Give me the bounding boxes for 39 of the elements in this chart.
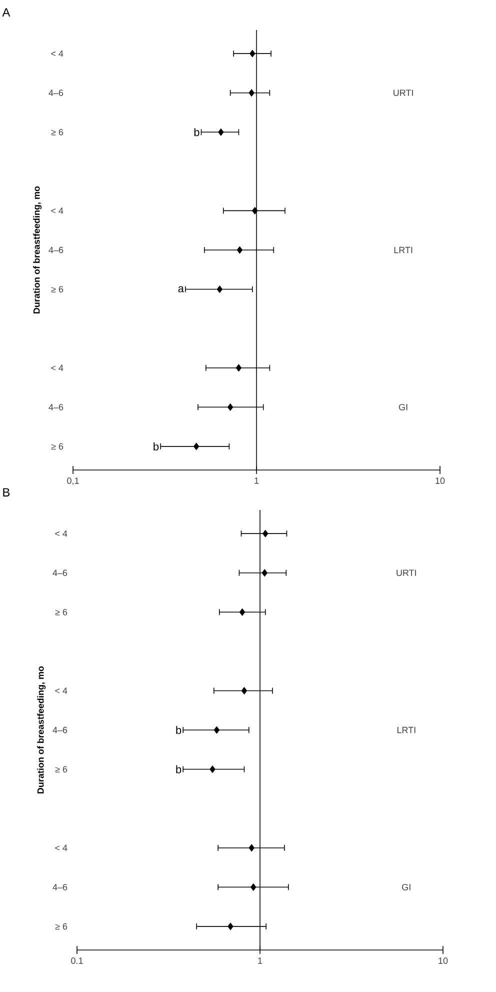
y-tick-label: 4–6 (48, 404, 64, 410)
annotation: GI (402, 884, 410, 890)
y-tick-label: ≥ 6 (55, 923, 68, 930)
x-tick-label: 10 (438, 958, 448, 964)
y-tick-label: 4–6 (48, 246, 64, 254)
y-tick-label: < 4 (55, 530, 68, 537)
annotation: LRTI (394, 246, 412, 254)
x-tick-label: 10 (436, 478, 445, 484)
chart-title: B (3, 488, 10, 496)
data-label: b (176, 726, 182, 734)
y-tick-label: < 4 (51, 50, 64, 57)
y-tick-label: ≥ 6 (51, 128, 64, 136)
y-axis-title: Duration of breastfeeding, mo (33, 186, 42, 314)
y-tick-label: ≥ 6 (55, 608, 68, 616)
x-tick-label: 0.1 (71, 958, 83, 964)
y-tick-label: < 4 (55, 844, 68, 851)
x-tick-label: 1 (254, 478, 259, 484)
y-tick-label: 4–6 (52, 884, 68, 890)
y-tick-label: ≥ 6 (51, 286, 64, 292)
y-tick-label: 4–6 (52, 726, 68, 734)
data-label: b (194, 128, 200, 136)
x-tick-label: 0,1 (67, 478, 79, 485)
y-tick-label: < 4 (51, 208, 64, 214)
annotation: URTI (396, 570, 416, 576)
y-tick-label: 4–6 (52, 570, 68, 576)
data-label: b (176, 765, 182, 774)
annotation: GI (399, 404, 408, 410)
x-tick-label: 1 (258, 958, 262, 964)
annotation: URTI (394, 90, 413, 96)
y-tick-label: < 4 (51, 364, 64, 371)
y-tick-label: ≥ 6 (55, 766, 68, 772)
chart-title: A (2, 8, 10, 16)
annotation: LRTI (397, 726, 416, 734)
data-label: b (154, 442, 159, 450)
y-tick-label: < 4 (55, 688, 68, 694)
y-tick-label: 4–6 (48, 90, 64, 96)
y-axis-title: Duration of breastfeeding, mo (37, 666, 46, 794)
y-tick-label: ≥ 6 (51, 443, 64, 450)
data-label: a (178, 286, 184, 292)
